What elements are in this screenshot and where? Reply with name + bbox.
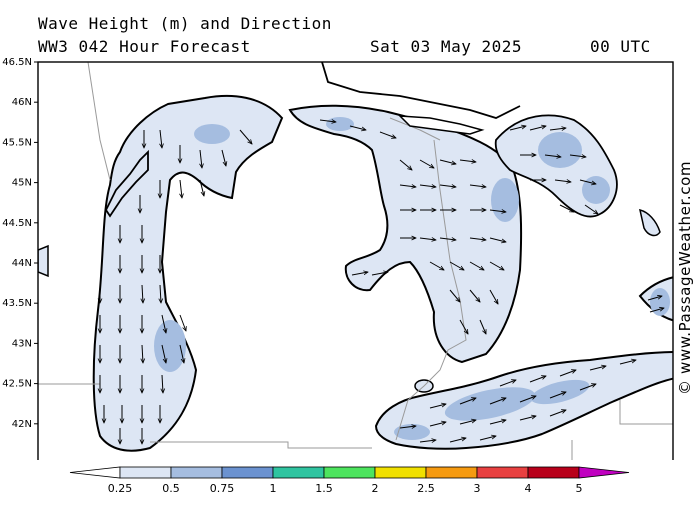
forecast-hour: WW3 042 Hour Forecast [38,37,251,56]
legend-label: 0.5 [162,482,180,495]
lat-label: 42N [12,419,32,430]
map-title: Wave Height (m) and Direction [38,14,332,33]
legend-swatch [221,466,274,479]
legend-swatch [578,466,630,479]
forecast-time: 00 UTC [590,37,651,56]
legend-swatch [170,466,223,479]
legend-label: 5 [576,482,583,495]
legend-swatch [425,466,478,479]
legend-label: 2.5 [417,482,435,495]
lat-label: 42.5N [2,379,32,390]
lat-label: 46.5N [2,57,32,68]
legend-label: 0.25 [108,482,133,495]
state-borders [38,62,673,460]
lat-label: 44N [12,258,32,269]
wave-height-legend: 0.25 0.5 0.75 1 1.5 2 2.5 3 4 5 [69,466,630,495]
lat-label: 43N [12,338,32,349]
lat-label: 41.5N [2,459,32,460]
forecast-date: Sat 03 May 2025 [370,37,522,56]
lat-label: 45.5N [2,137,32,148]
legend-label: 1.5 [315,482,333,495]
latitude-axis: 46.5N 46N 45.5N 45N 44.5N 44N 43.5N 43N 42.5N 42N… [2,57,38,460]
lat-label: 43.5N [2,298,32,309]
legend-label: 3 [474,482,481,495]
legend-swatch [119,466,172,479]
wave-height-patches [154,117,670,440]
manitoulin-island [398,115,485,135]
wave-height-map: 46.5N 46N 45.5N 45N 44.5N 44N 43.5N 43N 42.5N 42N… [2,57,674,460]
legend-label: 4 [525,482,532,495]
lake-huron [288,104,523,364]
lat-label: 46N [12,97,32,108]
legend-swatch [69,466,121,479]
legend-swatch [374,466,427,479]
lake-michigan [92,94,284,452]
credit-text: © www.PassageWeather.com [676,160,694,395]
legend-swatch [323,466,376,479]
legend-label: 2 [372,482,379,495]
legend-label: 0.75 [210,482,235,495]
legend-swatch [476,466,529,479]
lake-nipissing [639,208,661,237]
lat-label: 44.5N [2,218,32,229]
legend-swatch [272,466,325,479]
small-lake-west [38,244,49,278]
green-bay [104,149,149,218]
legend-swatch [527,466,580,479]
lat-label: 45N [12,178,32,189]
lake-superior-shore [321,62,521,119]
wave-direction-arrows [100,120,664,444]
legend-label: 1 [270,482,277,495]
